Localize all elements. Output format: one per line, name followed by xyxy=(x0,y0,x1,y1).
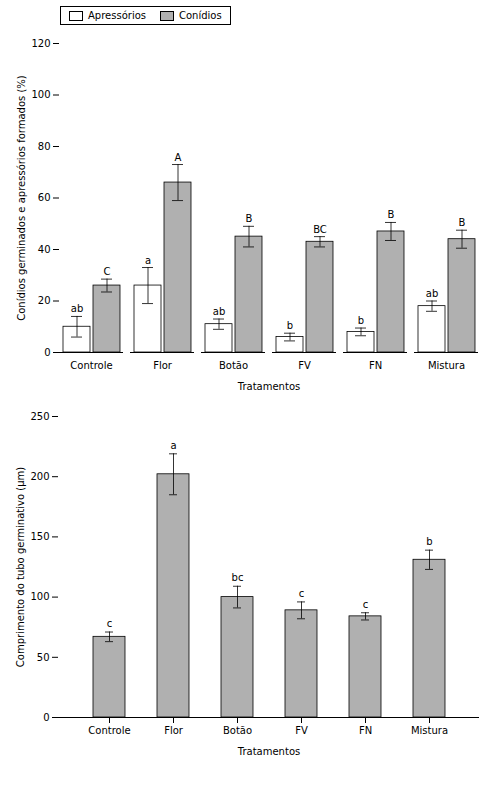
svg-text:FN: FN xyxy=(359,725,372,736)
svg-text:Tratamentos: Tratamentos xyxy=(237,746,300,757)
svg-text:250: 250 xyxy=(30,411,49,422)
svg-text:B: B xyxy=(388,209,395,220)
svg-text:Flor: Flor xyxy=(153,360,173,371)
svg-text:Controle: Controle xyxy=(70,360,112,371)
svg-text:ab: ab xyxy=(213,306,225,317)
svg-text:Comprimento do tubo germinativ: Comprimento do tubo germinativo (μm) xyxy=(15,467,26,667)
svg-text:c: c xyxy=(107,618,113,629)
svg-text:FN: FN xyxy=(369,360,382,371)
svg-text:200: 200 xyxy=(30,471,49,482)
svg-text:c: c xyxy=(363,599,369,610)
svg-text:120: 120 xyxy=(31,38,50,49)
svg-text:Conídios germinados e apressór: Conídios germinados e apressórios formad… xyxy=(16,75,27,321)
svg-text:50: 50 xyxy=(37,652,50,663)
svg-text:A: A xyxy=(175,152,182,163)
svg-text:Mistura: Mistura xyxy=(428,360,465,371)
svg-text:BC: BC xyxy=(313,224,327,235)
svg-text:Botão: Botão xyxy=(223,725,252,736)
svg-text:0: 0 xyxy=(44,347,50,358)
svg-text:Tratamentos: Tratamentos xyxy=(237,381,300,392)
svg-text:b: b xyxy=(426,536,432,547)
svg-text:a: a xyxy=(145,255,151,266)
html-text:Conídios: Conídios xyxy=(179,10,222,21)
svg-text:ab: ab xyxy=(426,288,438,299)
svg-text:20: 20 xyxy=(38,295,51,306)
svg-text:B: B xyxy=(246,213,253,224)
svg-text:a: a xyxy=(170,440,176,451)
svg-text:FV: FV xyxy=(298,360,311,371)
svg-text:Mistura: Mistura xyxy=(411,725,448,736)
svg-text:40: 40 xyxy=(38,244,51,255)
svg-text:Botão: Botão xyxy=(219,360,248,371)
svg-text:ab: ab xyxy=(71,303,83,314)
svg-text:FV: FV xyxy=(295,725,308,736)
html-text:Apressórios: Apressórios xyxy=(88,10,146,21)
svg-text:b: b xyxy=(358,315,364,326)
svg-text:B: B xyxy=(459,217,466,228)
svg-text:100: 100 xyxy=(30,591,49,602)
svg-text:80: 80 xyxy=(38,141,51,152)
svg-text:bc: bc xyxy=(232,572,244,583)
svg-text:60: 60 xyxy=(38,192,51,203)
svg-text:Flor: Flor xyxy=(164,725,184,736)
svg-text:150: 150 xyxy=(30,531,49,542)
svg-text:c: c xyxy=(299,588,305,599)
svg-text:100: 100 xyxy=(31,89,50,100)
svg-text:b: b xyxy=(287,320,293,331)
svg-text:Controle: Controle xyxy=(88,725,130,736)
svg-text:C: C xyxy=(104,266,111,277)
svg-text:0: 0 xyxy=(43,712,49,723)
